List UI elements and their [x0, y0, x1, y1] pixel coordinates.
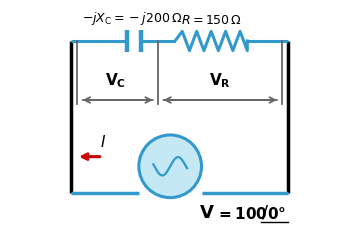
Text: $\mathbf{= 100}$: $\mathbf{= 100}$	[216, 206, 268, 222]
Text: $\mathbf{0°}$: $\mathbf{0°}$	[267, 206, 286, 222]
Text: $/$: $/$	[260, 204, 268, 222]
Text: $\mathbf{V}_\mathbf{C}$: $\mathbf{V}_\mathbf{C}$	[105, 72, 126, 90]
Text: $\mathbf{V}$: $\mathbf{V}$	[199, 204, 215, 222]
Text: $I$: $I$	[100, 134, 106, 150]
Text: $-jX_{\mathrm{C}} = -j200\,\Omega$: $-jX_{\mathrm{C}} = -j200\,\Omega$	[82, 9, 182, 27]
Text: $\mathbf{V}_\mathbf{R}$: $\mathbf{V}_\mathbf{R}$	[209, 72, 231, 90]
Text: $R = 150\,\Omega$: $R = 150\,\Omega$	[181, 13, 241, 27]
Circle shape	[139, 135, 202, 198]
